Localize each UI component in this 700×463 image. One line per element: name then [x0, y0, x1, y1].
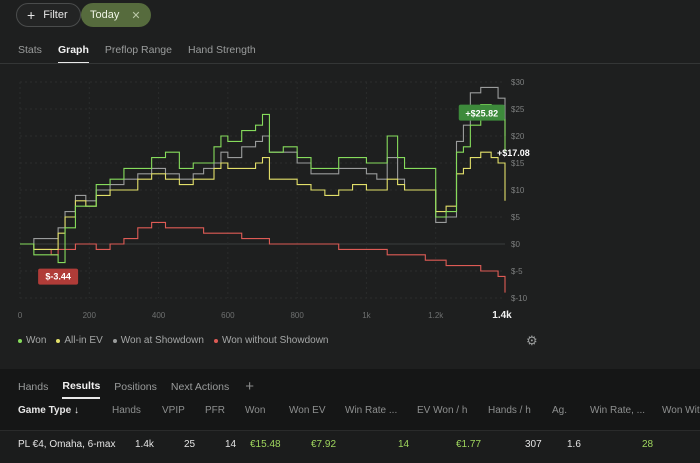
x-tick-label: 1k	[362, 311, 371, 320]
tab-positions[interactable]: Positions	[114, 380, 157, 393]
col-vpip[interactable]: VPIP	[162, 405, 185, 416]
cell-vpip: 25	[184, 439, 196, 450]
graph-legend: Won All-in EV Won at Showdown Won withou…	[18, 335, 339, 346]
gear-icon[interactable]: ⚙	[526, 333, 538, 348]
series-line-won	[20, 104, 506, 264]
table-header: Game Type ↓ Hands VPIP PFR Won Won EV Wi…	[0, 405, 700, 425]
cell-won-ev: €7.92	[311, 439, 337, 450]
col-pfr[interactable]: PFR	[205, 405, 225, 416]
cell-win-rate: 14	[398, 439, 410, 450]
filter-button[interactable]: + Filter	[16, 3, 81, 27]
col-hands[interactable]: Hands	[112, 405, 141, 416]
y-tick-label: $20	[511, 132, 525, 141]
tab-results[interactable]: Results	[62, 380, 101, 399]
legend-won-without-showdown-label: Won without Showdown	[221, 335, 329, 346]
cell-win-rate-2: 28	[642, 439, 654, 450]
col-hands-per-hour[interactable]: Hands / h	[488, 405, 531, 416]
close-icon[interactable]: ✕	[131, 9, 141, 22]
add-tab-icon[interactable]: +	[245, 378, 255, 395]
tab-hand-strength[interactable]: Hand Strength	[188, 44, 256, 56]
cell-pfr: 14	[225, 439, 237, 450]
legend-won-at-showdown-label: Won at Showdown	[120, 335, 204, 346]
col-win-rate-2[interactable]: Win Rate, ...	[590, 405, 646, 416]
min-label: $-3.44	[45, 272, 71, 282]
x-tick-label: 200	[83, 311, 97, 320]
end-label: +$17.08	[497, 148, 530, 158]
y-tick-label: $15	[511, 159, 525, 168]
winnings-graph: $30 $25 $20 $15 $10 $5 $0 $-5 $-10 0 200 400 600 800 1…	[18, 78, 530, 321]
tabs-divider	[0, 63, 700, 64]
series-line-all-in-ev	[20, 151, 506, 250]
legend-won-dot	[18, 338, 22, 343]
view-tabs: Stats Graph Preflop Range Hand Strength	[18, 44, 272, 64]
col-won[interactable]: Won	[245, 405, 266, 416]
tab-graph[interactable]: Graph	[57, 44, 89, 64]
max-label-box	[458, 104, 505, 121]
y-tick-label: $-5	[511, 267, 523, 276]
x-tick-label: 600	[221, 311, 235, 320]
y-tick-label: $-10	[511, 294, 528, 303]
cell-hands-per-hour: 307	[525, 439, 542, 450]
y-tick-label: $5	[511, 213, 520, 222]
series-line-won-at-showdown	[20, 86, 506, 245]
y-tick-label: $10	[511, 186, 525, 195]
today-label: Today	[90, 9, 120, 21]
legend-won-without-showdown-dot	[213, 338, 218, 343]
max-label: +$25.82	[465, 109, 498, 119]
results-panel: Hands Results Positions Next Actions + G…	[0, 369, 700, 463]
legend-all-in-ev[interactable]: All-in EV	[56, 335, 103, 346]
x-tick-label: 800	[290, 311, 304, 320]
cell-won: €15.48	[250, 439, 281, 450]
tab-preflop-range[interactable]: Preflop Range	[104, 44, 172, 56]
x-tick-label: 0	[18, 311, 23, 320]
legend-won-at-showdown[interactable]: Won at Showdown	[112, 335, 204, 346]
filter-label: Filter	[43, 9, 68, 21]
legend-won-at-showdown-dot	[112, 338, 117, 343]
bottom-tabs: Hands Results Positions Next Actions +	[18, 378, 254, 400]
legend-won[interactable]: Won	[18, 335, 46, 346]
col-aggression[interactable]: Ag.	[552, 405, 568, 416]
y-tick-label: $30	[511, 78, 525, 87]
legend-won-label: Won	[26, 335, 47, 346]
col-ev-won-per-hour[interactable]: EV Won / h	[417, 405, 468, 416]
top-bar: + Filter Today ✕	[0, 0, 700, 30]
col-won-without[interactable]: Won Wit	[662, 405, 700, 416]
cell-game-type: PL €4, Omaha, 6-max	[18, 439, 116, 450]
x-tick-label: 400	[152, 311, 166, 320]
legend-all-in-ev-label: All-in EV	[64, 335, 103, 346]
tab-hands[interactable]: Hands	[18, 380, 49, 393]
today-filter-chip[interactable]: Today ✕	[81, 3, 151, 27]
min-label-box	[38, 268, 79, 285]
cell-hands: 1.4k	[135, 439, 154, 450]
cell-ev-won-per-hour: €1.77	[456, 439, 482, 450]
col-game-type[interactable]: Game Type ↓	[18, 405, 79, 416]
col-win-rate[interactable]: Win Rate ...	[345, 405, 398, 416]
y-tick-label: $0	[511, 240, 520, 249]
series-line-won-without-showdown	[20, 221, 506, 293]
legend-won-without-showdown[interactable]: Won without Showdown	[213, 335, 329, 346]
x-end-label: 1.4k	[492, 310, 512, 321]
legend-all-in-ev-dot	[56, 338, 61, 343]
plus-icon: +	[27, 7, 36, 23]
cell-aggression: 1.6	[567, 439, 581, 450]
x-tick-label: 1.2k	[428, 311, 444, 320]
col-won-ev[interactable]: Won EV	[289, 405, 326, 416]
tab-next-actions[interactable]: Next Actions	[170, 380, 230, 393]
table-row-background	[0, 430, 700, 463]
table-row[interactable]: PL €4, Omaha, 6-max 1.4k 25 14 €15.48 €7…	[0, 439, 700, 455]
y-tick-label: $25	[511, 105, 525, 114]
tab-stats[interactable]: Stats	[18, 44, 42, 56]
